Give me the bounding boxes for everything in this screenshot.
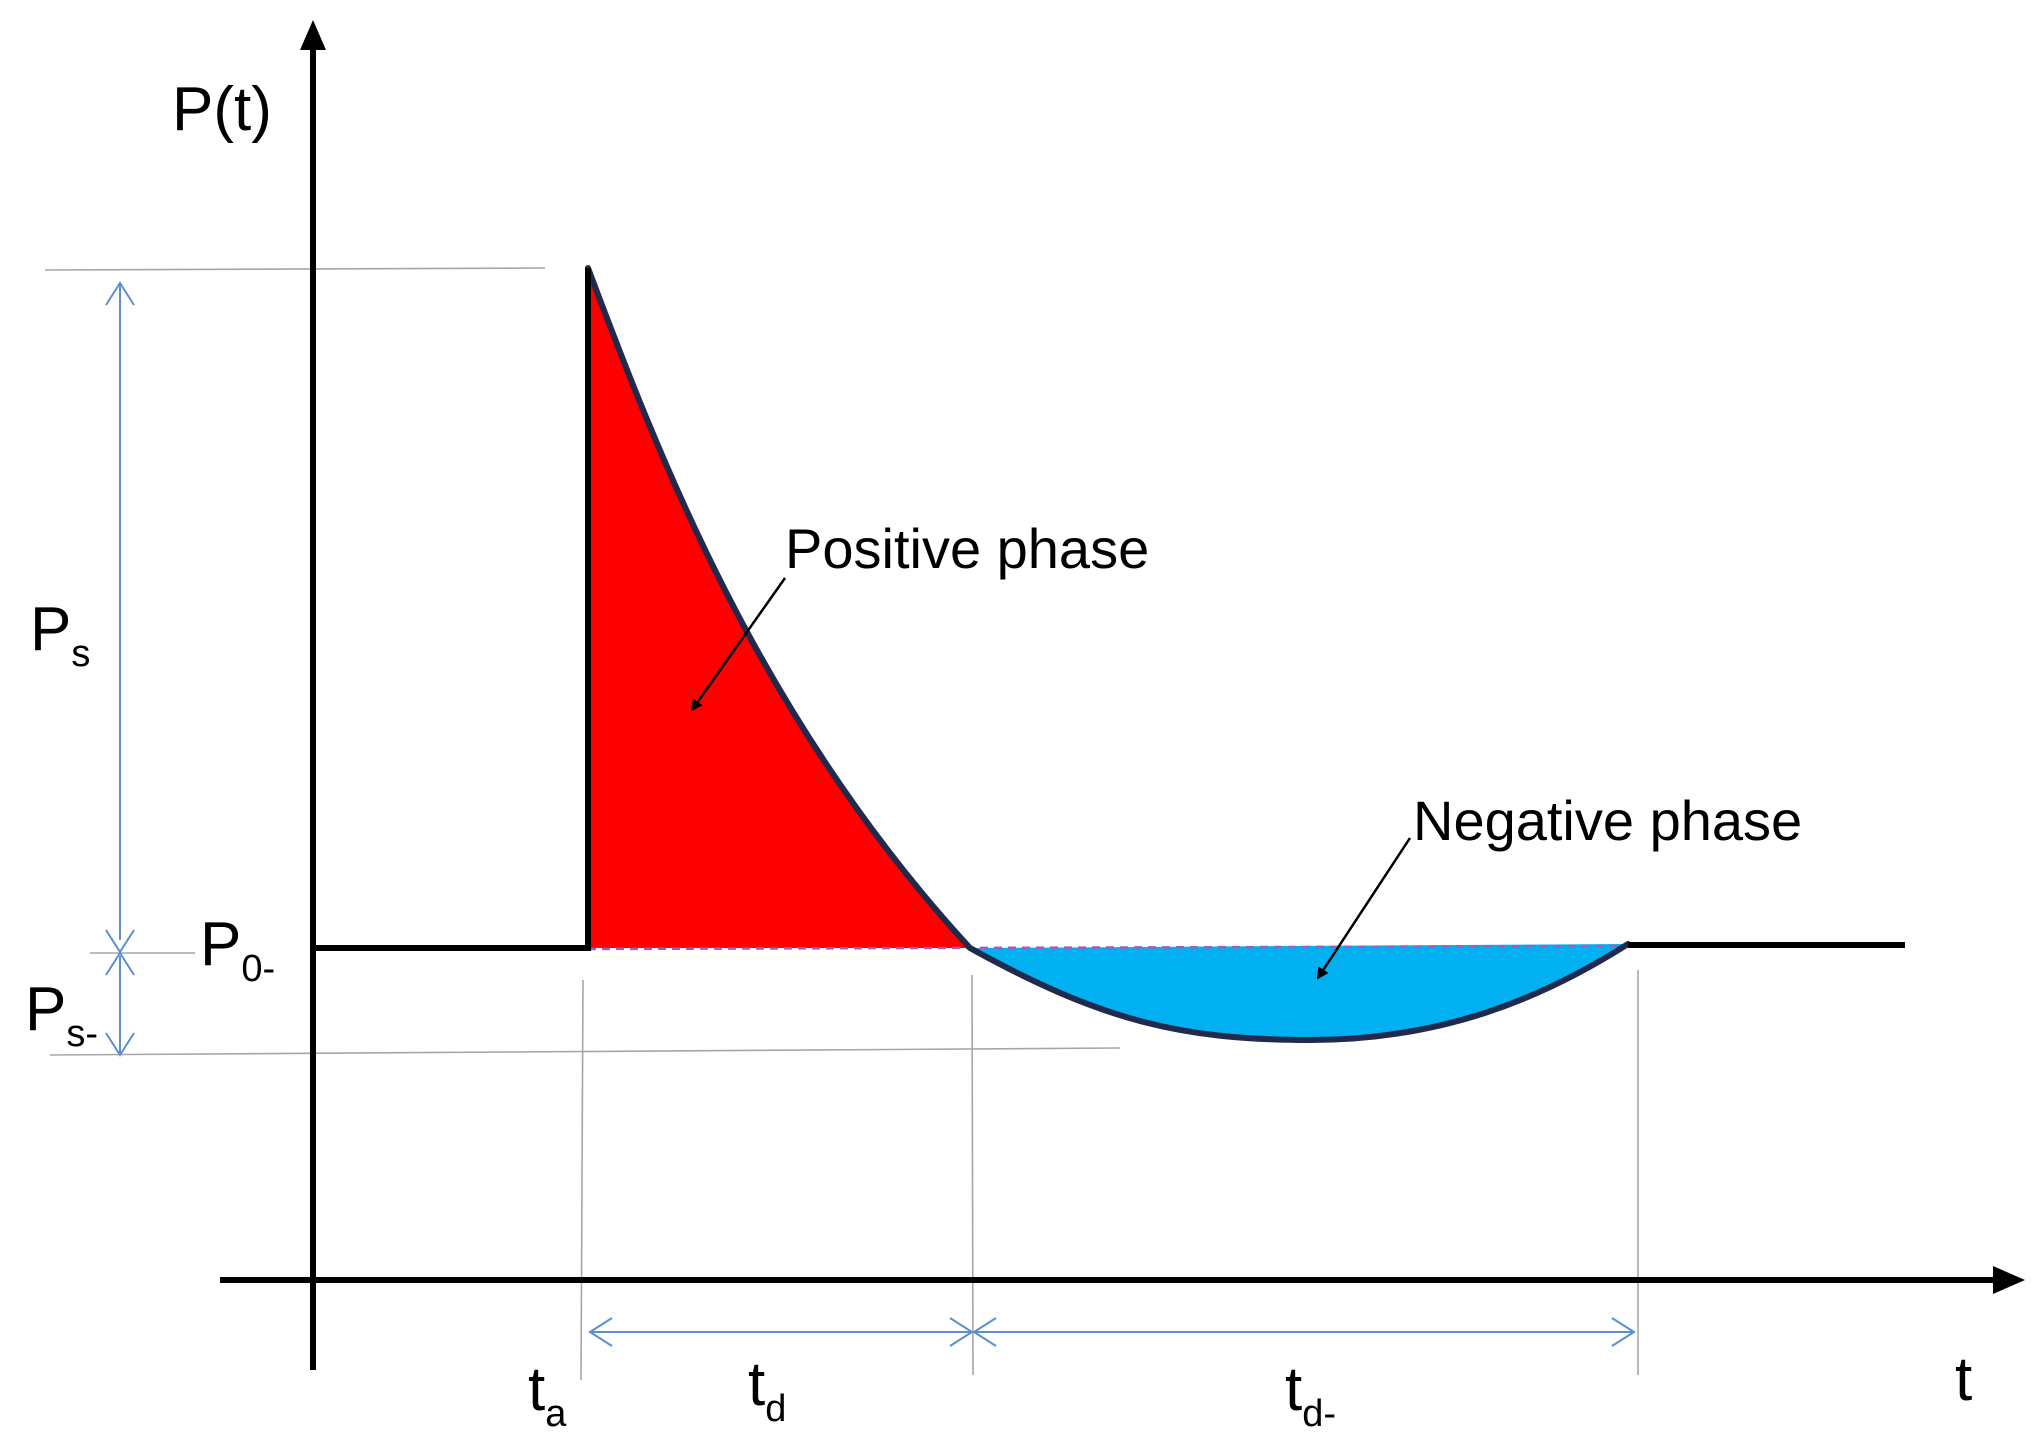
tdm-label: td- <box>1285 1355 1336 1435</box>
ps-dimension-arrow-top <box>105 281 135 306</box>
psm-bottom-guide-line <box>49 1047 1121 1056</box>
p0-label-main: P <box>200 910 241 979</box>
ps-label-main: P <box>30 595 71 664</box>
ta-label-main: t <box>528 1355 545 1424</box>
negative-phase-label: Negative phase <box>1413 789 1802 852</box>
psm-dimension-arrow-top <box>105 951 135 976</box>
td-guide-line <box>971 974 974 1376</box>
pre-arrival-baseline <box>313 268 591 951</box>
y-axis-label: P(t) <box>172 75 272 144</box>
td-dimension-arrow-left <box>588 1317 613 1347</box>
td-dimension-arrow-right <box>949 1317 974 1347</box>
p0-label: P0- <box>200 910 275 990</box>
psm-label: Ps- <box>25 975 98 1055</box>
tdm-dimension-arrow-right <box>1611 1317 1636 1347</box>
p0-label-sub: 0- <box>241 948 275 990</box>
ta-label: ta <box>528 1355 567 1435</box>
x-axis-label: t <box>1955 1345 1972 1414</box>
psm-dimension-arrow-bottom <box>105 1032 135 1057</box>
x-axis-arrowhead <box>1993 1266 2025 1294</box>
psm-label-main: P <box>25 975 66 1044</box>
positive-phase-leader <box>690 577 787 712</box>
td-label-main: t <box>748 1350 765 1419</box>
ps-label-sub: s <box>71 633 90 675</box>
y-axis-arrowhead <box>300 20 326 50</box>
ta-label-sub: a <box>545 1393 567 1435</box>
ps-label: Ps <box>30 595 90 675</box>
positive-phase-label: Positive phase <box>785 517 1149 580</box>
ps-top-guide-line <box>44 267 546 271</box>
tdm-dimension-arrow-left <box>972 1317 997 1347</box>
td-label-sub: d <box>765 1388 786 1430</box>
tdm-label-sub: d- <box>1302 1393 1336 1435</box>
pressure-curve <box>585 265 1631 1044</box>
td-label: td <box>748 1350 786 1430</box>
tdm-label-main: t <box>1285 1355 1302 1424</box>
positive-phase-area <box>588 268 970 948</box>
ta-guide-line <box>580 979 584 1381</box>
psm-label-sub: s- <box>66 1013 98 1055</box>
atmospheric-dashed-line <box>587 944 1629 951</box>
negative-phase-area <box>970 944 1628 1040</box>
negative-phase-leader <box>1316 837 1412 980</box>
